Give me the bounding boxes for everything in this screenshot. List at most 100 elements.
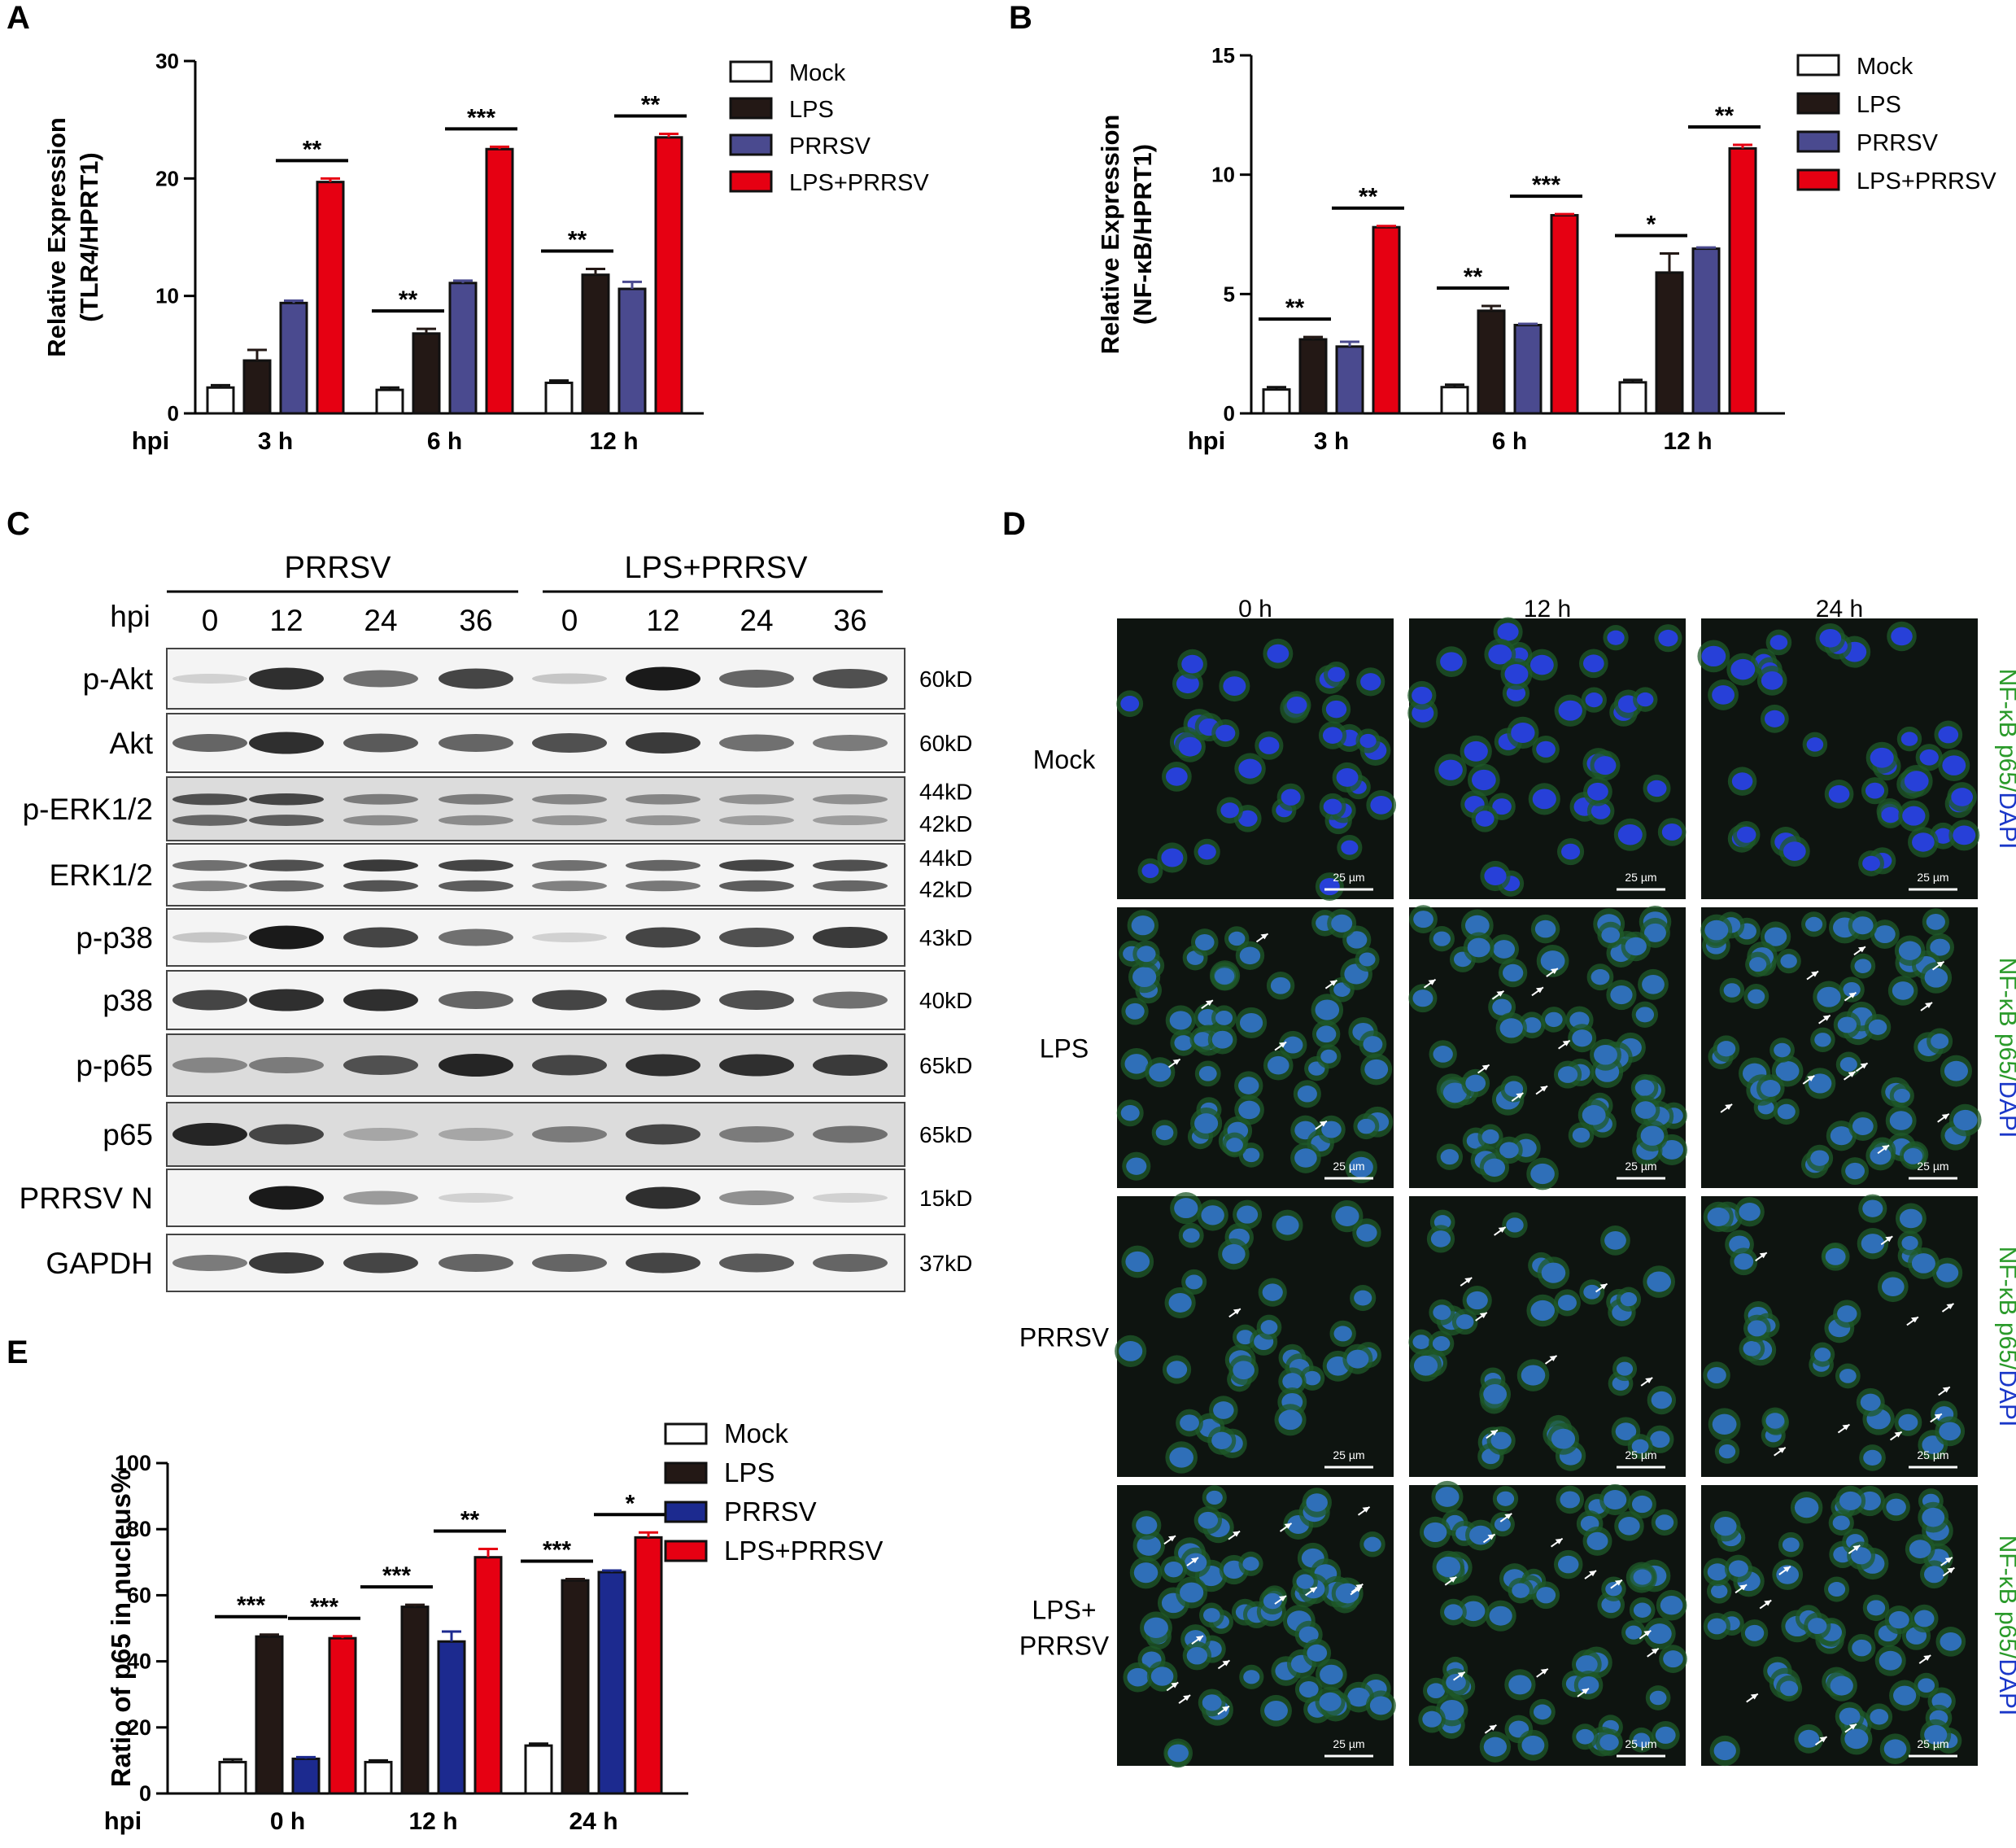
cell-nucleus [1607, 630, 1625, 645]
cell-nucleus [1349, 1156, 1373, 1177]
cell-nucleus [1364, 1536, 1381, 1552]
panel-letter-e: E [7, 1335, 28, 1370]
cell-nucleus [1551, 1428, 1576, 1449]
panel-letter-d: D [1002, 506, 1026, 542]
micrograph-row-label: LPS [1040, 1034, 1089, 1064]
cell-nucleus [1912, 832, 1935, 852]
arrow-head-icon [1319, 1121, 1327, 1127]
cell-nucleus [1776, 1565, 1800, 1584]
cell-nucleus [1357, 1118, 1376, 1134]
cell-nucleus [1883, 1739, 1907, 1758]
cell-nucleus [1529, 654, 1554, 675]
cell-nucleus [1938, 726, 1959, 744]
cell-nucleus [1307, 1644, 1328, 1662]
bar [375, 388, 404, 415]
cell-nucleus [1430, 1230, 1451, 1247]
arrow-head-icon [1428, 979, 1436, 985]
cell-nucleus [1874, 925, 1896, 944]
cell-nucleus [1133, 1562, 1159, 1584]
cell-nucleus [1631, 1495, 1652, 1514]
cell-nucleus [1442, 1082, 1468, 1103]
cell-nucleus [1707, 1207, 1730, 1227]
blot-band [532, 815, 607, 826]
cell-nucleus [1167, 1744, 1189, 1763]
cell-nucleus [1422, 1710, 1442, 1728]
arrow-head-icon [1941, 1113, 1949, 1120]
arrow-head-icon [1172, 1059, 1180, 1065]
cell-nucleus [1640, 1125, 1665, 1146]
cell-nucleus [1131, 915, 1155, 936]
cell-nucleus [1557, 1295, 1577, 1311]
cell-nucleus [1892, 981, 1914, 1000]
arrow-head-icon [1947, 1567, 1955, 1574]
cell-nucleus [1213, 1401, 1234, 1419]
cell-nucleus [1604, 1231, 1626, 1250]
western-blot: PRRSV LPS+PRRSV hpi 0 12 24 36 0 12 24 36 p-Akt 60kD… [20, 551, 972, 1292]
y-axis-label: Ratio of p65 in nucleus% [106, 1470, 136, 1788]
y-tick-label: 20 [155, 166, 179, 190]
arrow-head-icon [1807, 1075, 1815, 1081]
cell-nucleus [1223, 676, 1246, 697]
y-tick-label: 0 [139, 1781, 151, 1806]
blot-row-label: Akt [110, 727, 154, 760]
cell-nucleus [1852, 1117, 1874, 1136]
cell-nucleus [1633, 1602, 1652, 1618]
cell-nucleus [1333, 1326, 1352, 1342]
cell-nucleus [1155, 1125, 1174, 1141]
molecular-weight-label: 60kD [919, 666, 972, 692]
molecular-weight-label: 42kD [919, 876, 972, 902]
timepoint-label: 12 [269, 604, 303, 637]
arrow-head-icon [1504, 1513, 1512, 1519]
arrow-head-icon [1222, 1660, 1230, 1667]
cell-nucleus [1433, 931, 1451, 946]
cell-nucleus [1506, 1217, 1524, 1233]
cell-nucleus [1499, 1142, 1519, 1159]
cell-nucleus [1634, 1079, 1655, 1096]
cell-nucleus [1262, 1283, 1283, 1301]
blot-row-label: PRRSV N [20, 1182, 153, 1215]
cell-nucleus [1320, 1049, 1337, 1064]
cell-nucleus [1446, 1673, 1466, 1691]
cell-nucleus [1239, 946, 1261, 965]
arrow-head-icon [1910, 1317, 1918, 1323]
arrow-head-icon [1581, 1688, 1589, 1694]
cell-nucleus [1320, 1664, 1343, 1685]
blot-band [719, 794, 794, 805]
blot-band [532, 673, 607, 684]
cell-nucleus [1953, 825, 1976, 845]
bar [1655, 271, 1684, 415]
arrow-head-icon [1355, 1586, 1363, 1592]
bar [316, 181, 345, 415]
y-tick-label: 60 [127, 1583, 151, 1607]
cell-nucleus [1886, 1498, 1906, 1516]
blot-band [532, 880, 607, 892]
cell-nucleus [1712, 685, 1735, 705]
cell-nucleus [1817, 986, 1841, 1007]
cell-nucleus [1749, 957, 1767, 972]
significance-mark: *** [310, 1594, 338, 1621]
cell-nucleus [1359, 952, 1376, 967]
hpi-label: hpi [110, 600, 150, 633]
arrow-head-icon [1190, 1557, 1198, 1564]
cell-nucleus [1492, 798, 1512, 815]
legend-label: PRRSV [724, 1496, 817, 1527]
blot-band [172, 1123, 247, 1146]
micrograph-column-label: 0 h [1238, 596, 1272, 623]
stain-label-p65: NF-κB p65/ [1994, 1247, 2016, 1370]
cell-nucleus [1508, 1675, 1532, 1695]
cell-nucleus [1610, 985, 1633, 1005]
cell-nucleus [1761, 671, 1783, 690]
blot-band [719, 928, 794, 947]
blot-band [719, 859, 794, 872]
cell-nucleus [1764, 710, 1785, 727]
legend-swatch [664, 1422, 708, 1445]
cell-nucleus [1369, 1696, 1392, 1715]
cell-nucleus [1577, 1675, 1599, 1694]
cell-nucleus [1127, 1667, 1150, 1687]
cell-nucleus [1321, 1121, 1342, 1138]
cell-nucleus [1839, 1369, 1857, 1383]
cell-nucleus [1775, 1060, 1800, 1081]
micrograph-panel: 25 µm [1115, 1191, 1394, 1477]
cell-nucleus [1870, 1147, 1892, 1165]
scale-bar-label: 25 µm [1333, 1737, 1364, 1750]
